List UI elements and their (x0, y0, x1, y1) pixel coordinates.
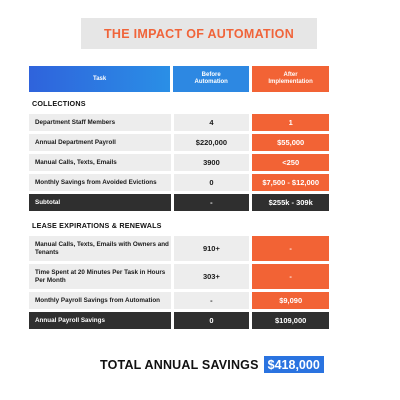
title-banner: THE IMPACT OF AUTOMATION (81, 18, 317, 49)
section-title: LEASE EXPIRATIONS & RENEWALS (32, 220, 162, 230)
cell-task: Annual Payroll Savings (29, 312, 171, 329)
cell-before: - (173, 194, 250, 211)
cell-before: - (173, 292, 250, 309)
table-row: Annual Department Payroll $220,000 $55,000 (29, 134, 330, 151)
cell-before: 3900 (173, 154, 250, 171)
cell-before: 303+ (173, 264, 250, 289)
cell-task: Manual Calls, Texts, Emails with Owners … (29, 236, 171, 261)
summary-row: Subtotal - $255k - 309k (29, 194, 330, 211)
table-header: Task Before Automation After Implementat… (29, 66, 329, 92)
section-title: COLLECTIONS (32, 98, 86, 108)
header-task: Task (29, 66, 171, 92)
cell-after: <250 (252, 154, 330, 171)
cell-task: Manual Calls, Texts, Emails (29, 154, 171, 171)
table-row: Monthly Payroll Savings from Automation -… (29, 292, 330, 309)
cell-task: Subtotal (29, 194, 171, 211)
cell-after: $9,090 (252, 292, 330, 309)
cell-before: 0 (173, 312, 250, 329)
cell-task: Time Spent at 20 Minutes Per Task in Hou… (29, 264, 171, 289)
table-row: Manual Calls, Texts, Emails with Owners … (29, 236, 330, 261)
summary-row: Annual Payroll Savings 0 $109,000 (29, 312, 330, 329)
total-savings: TOTAL ANNUAL SAVINGS $418,000 (100, 356, 324, 373)
cell-after: - (252, 264, 330, 289)
cell-after: $109,000 (252, 312, 330, 329)
table-row: Department Staff Members 4 1 (29, 114, 330, 131)
cell-after: $7,500 - $12,000 (252, 174, 330, 191)
table-row: Time Spent at 20 Minutes Per Task in Hou… (29, 264, 330, 289)
cell-before: $220,000 (173, 134, 250, 151)
header-before-automation: Before Automation (173, 66, 250, 92)
total-savings-label: TOTAL ANNUAL SAVINGS (100, 357, 259, 372)
cell-before: 4 (173, 114, 250, 131)
cell-task: Annual Department Payroll (29, 134, 171, 151)
cell-task: Monthly Savings from Avoided Evictions (29, 174, 171, 191)
table-row: Monthly Savings from Avoided Evictions 0 $… (29, 174, 330, 191)
cell-after: - (252, 236, 330, 261)
total-savings-value: $418,000 (263, 356, 324, 373)
header-after-implementation: After Implementation (252, 66, 329, 92)
cell-after: $55,000 (252, 134, 330, 151)
page-title: THE IMPACT OF AUTOMATION (103, 26, 295, 41)
cell-task: Monthly Payroll Savings from Automation (29, 292, 171, 309)
cell-task: Department Staff Members (29, 114, 171, 131)
cell-after: $255k - 309k (252, 194, 330, 211)
table-row: Manual Calls, Texts, Emails 3900 <250 (29, 154, 330, 171)
table-body: COLLECTIONS Department Staff Members 4 1 Ann… (29, 92, 330, 329)
cell-before: 910+ (173, 236, 250, 261)
cell-before: 0 (173, 174, 250, 191)
cell-after: 1 (252, 114, 330, 131)
impact-table: Task Before Automation After Implementat… (29, 66, 330, 332)
